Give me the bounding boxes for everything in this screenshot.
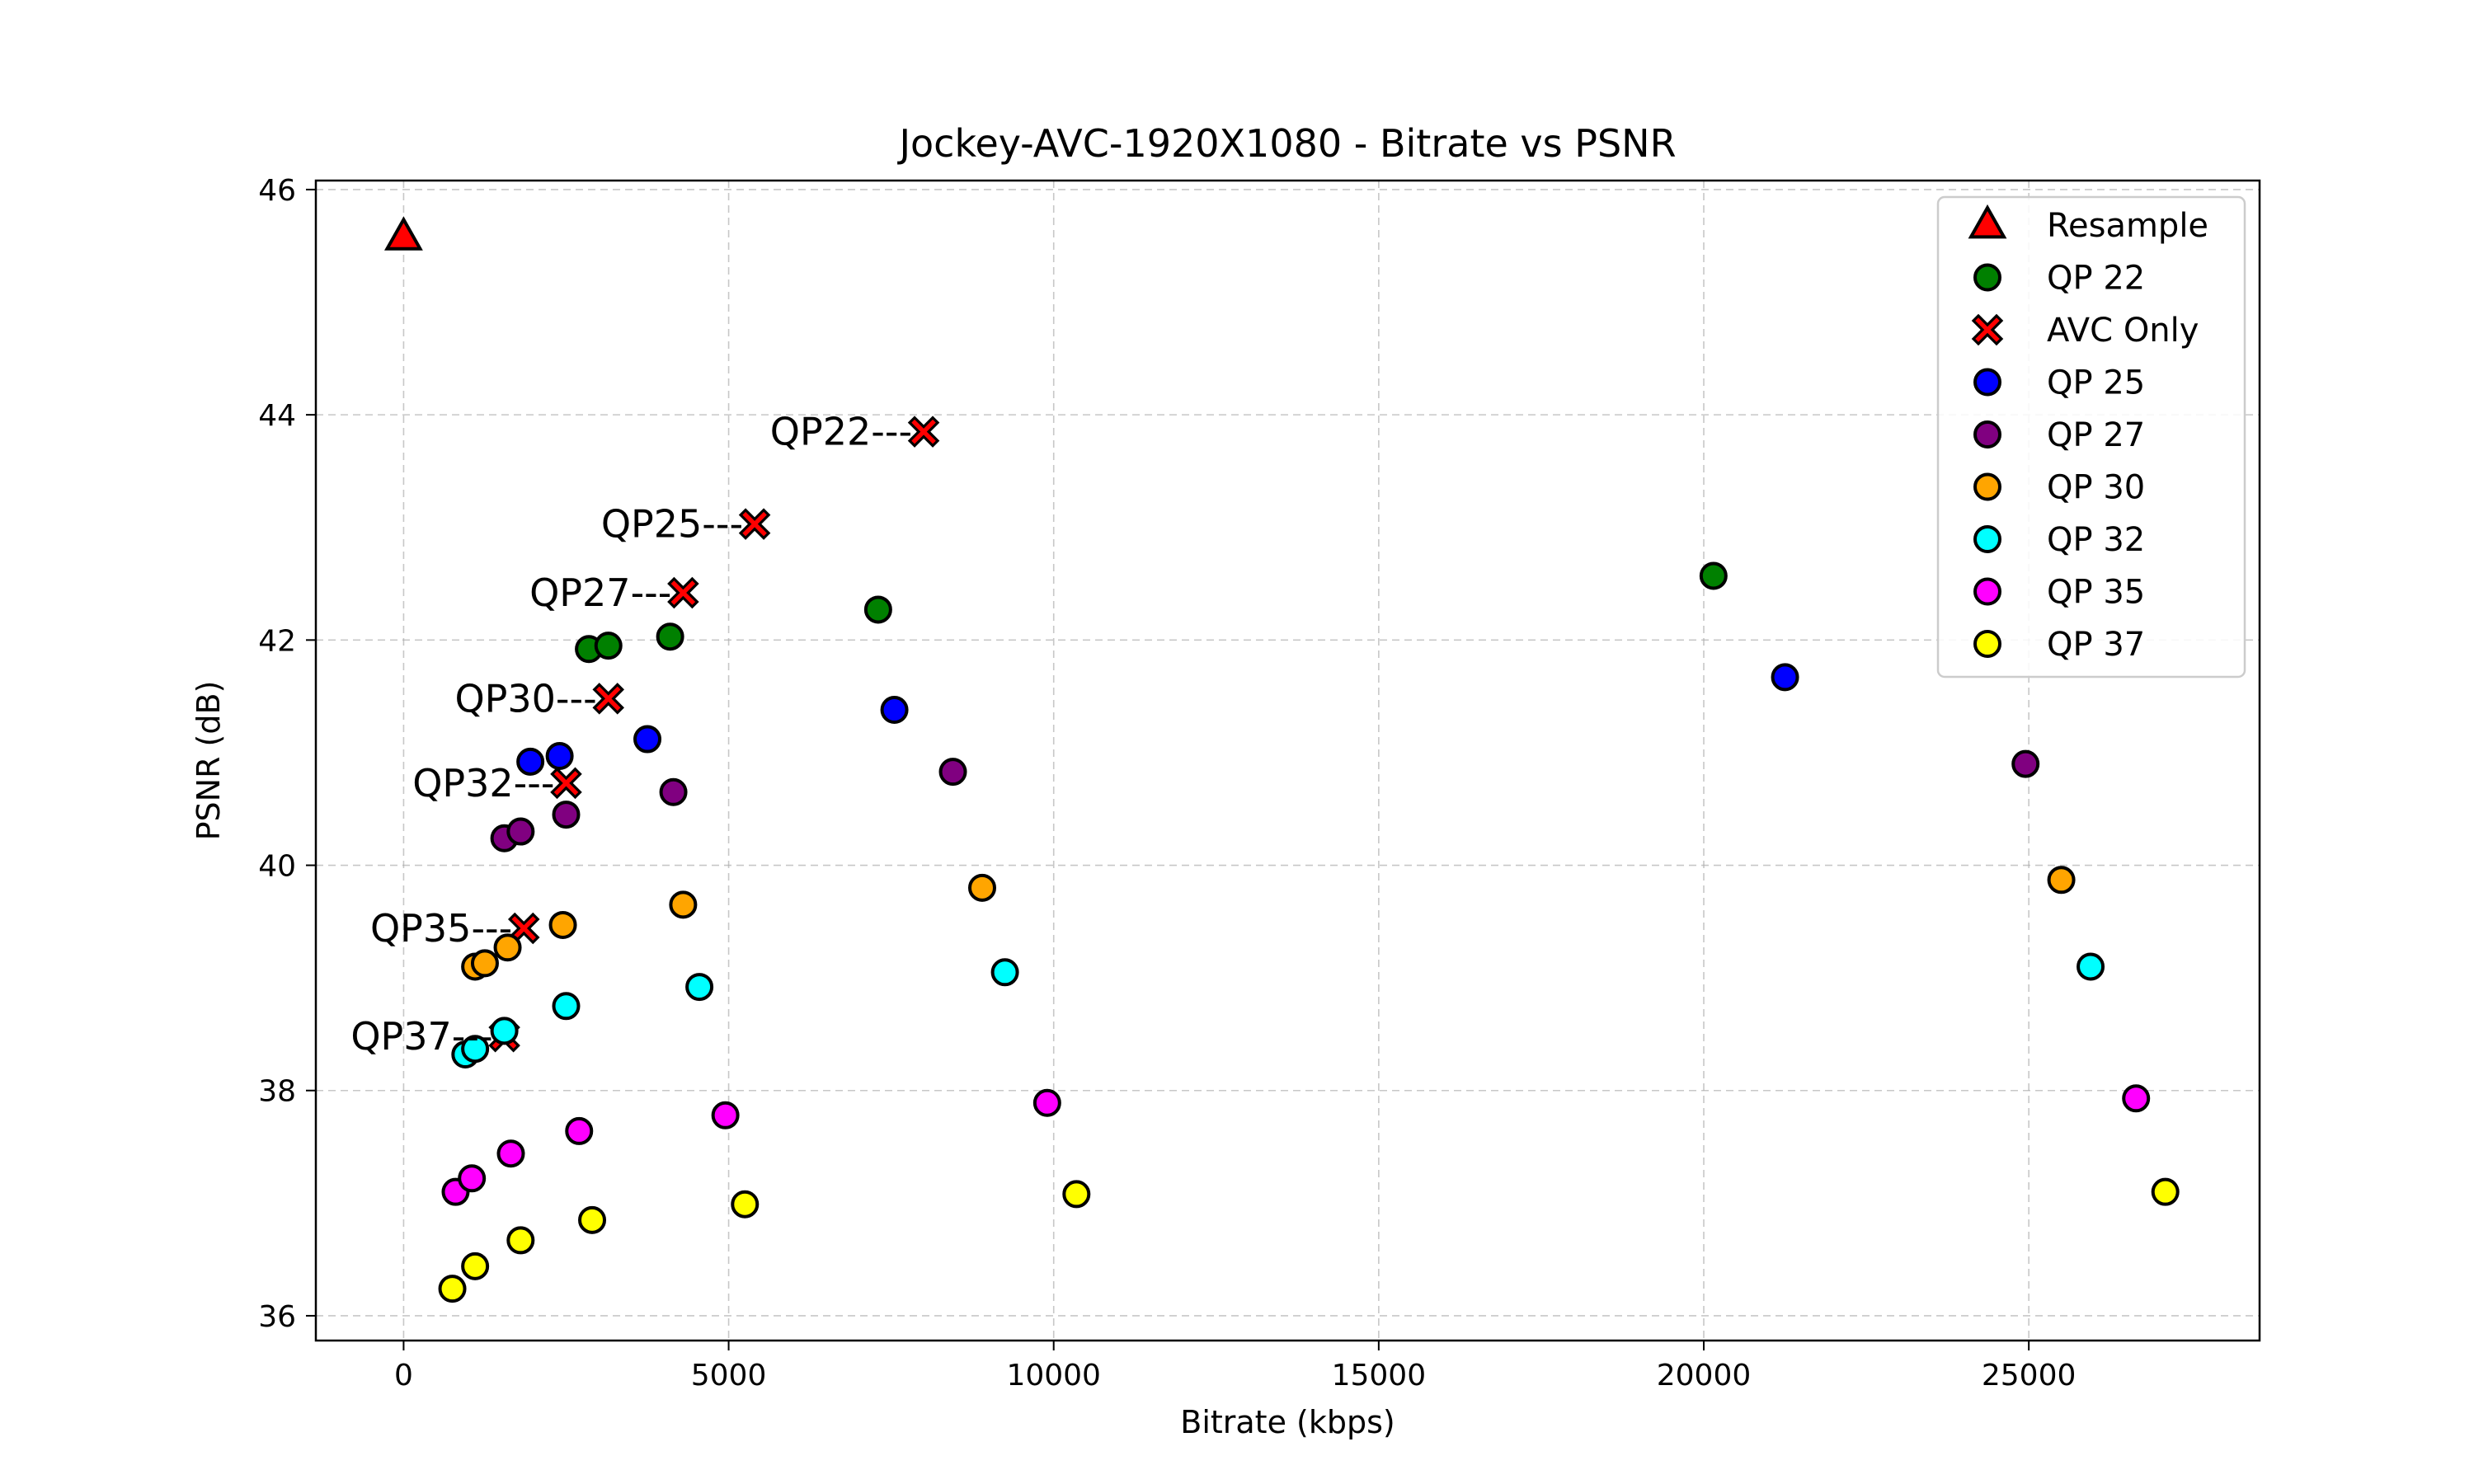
avc-only-point [592,683,624,715]
annotation-label: QP25--- [601,502,743,547]
qp-35-point [496,1139,525,1168]
legend-label: QP 27 [2047,416,2145,454]
legend-label: QP 35 [2047,574,2145,612]
qp-35-point [565,1116,594,1145]
qp-37-point [438,1275,467,1303]
qp-35-point [458,1164,487,1193]
y-tick-label: 44 [258,399,296,433]
legend-box [1936,195,2246,679]
data-points [383,216,2180,1303]
x-tick-label: 5000 [691,1359,767,1392]
y-tick-label: 38 [258,1075,296,1109]
qp-25-point [516,747,545,776]
legend-marker [1971,313,2004,346]
qp-25-point [633,725,662,754]
x-tick-label: 10000 [1006,1359,1101,1392]
qp-30-point [2047,866,2076,895]
avc-only-point [550,767,582,800]
y-axis-label: PSNR (dB) [190,681,227,841]
annotations: QP22--- QP25--- QP27--- QP30--- QP32--- QP35-… [350,410,912,1059]
qp-35-point [711,1101,740,1129]
qp-35-point [2122,1084,2151,1113]
legend-marker [1968,204,2007,239]
legend-marker [1973,577,2001,606]
qp-22-point [863,595,892,624]
y-tick-label: 36 [258,1300,296,1334]
qp-27-point [552,801,581,829]
qp-25-point [1771,663,1799,692]
qp-30-point [470,949,499,978]
legend-marker [1973,472,2001,501]
chart-title: Jockey-AVC-1920X1080 - Bitrate vs PSNR [896,121,1676,166]
x-axis-label: Bitrate (kbps) [1180,1404,1395,1440]
annotation-label: QP32--- [412,761,554,805]
qp-30-point [669,890,698,919]
legend-marker [1973,525,2001,553]
qp-30-point [968,873,997,902]
legend-label: QP 37 [2047,626,2145,664]
qp-37-point [506,1226,535,1255]
qp-25-point [880,696,909,725]
axis-ticks: 0 5000 10000 15000 20000 25000 36 38 40 42 44 46 [258,174,2076,1392]
y-tick-label: 42 [258,624,296,658]
qp-32-point [552,992,581,1021]
qp-27-point [659,777,688,806]
legend-marker [1973,368,2001,397]
qp-37-point [731,1190,760,1219]
legend-label: AVC Only [2047,312,2199,350]
annotation-label: QP30--- [454,676,596,721]
legend-label: QP 25 [2047,364,2145,402]
annotation-label: QP35--- [370,906,512,951]
qp-25-point [545,742,574,771]
legend-label: QP 30 [2047,469,2145,507]
qp-27-point [506,817,535,846]
qp-37-point [461,1252,490,1280]
qp-22-point [594,632,623,660]
x-tick-label: 15000 [1332,1359,1427,1392]
resample-point [383,216,423,251]
legend: Resample QP 22 AVC Only QP 25 QP 27 QP 30 QP 3… [1936,195,2246,679]
qp-22-point [656,622,684,651]
qp-32-point [990,958,1019,987]
legend-marker [1973,630,2001,658]
legend-label: QP 22 [2047,260,2145,298]
qp-32-point [685,973,714,1002]
qp-32-point [2077,952,2105,981]
legend-label: QP 32 [2047,521,2145,559]
y-tick-label: 46 [258,174,296,208]
avc-only-point [738,508,771,540]
qp-37-point [578,1205,607,1234]
qp-32-point [461,1035,490,1064]
annotation-label: QP37--- [350,1014,492,1059]
x-tick-label: 0 [394,1359,413,1392]
y-tick-label: 40 [258,850,296,884]
qp-37-point [1062,1180,1091,1209]
qp-35-point [1032,1088,1061,1117]
qp-32-point [490,1017,519,1045]
annotation-label: QP22--- [770,410,912,454]
x-tick-label: 25000 [1982,1359,2077,1392]
qp-37-point [2151,1177,2180,1206]
qp-22-point [1699,561,1728,590]
qp-27-point [2011,749,2040,778]
qp-27-point [938,758,967,787]
grid-lines [316,181,2260,1341]
plot-frame [314,179,2261,1342]
legend-marker [1973,420,2001,448]
avc-only-point [907,416,940,448]
x-tick-label: 20000 [1657,1359,1752,1392]
legend-label: Resample [2047,207,2208,245]
legend-marker [1973,263,2001,292]
qp-30-point [548,910,577,939]
qp-30-point [493,933,522,962]
avc-only-point [667,576,699,609]
annotation-label: QP27--- [529,571,671,615]
